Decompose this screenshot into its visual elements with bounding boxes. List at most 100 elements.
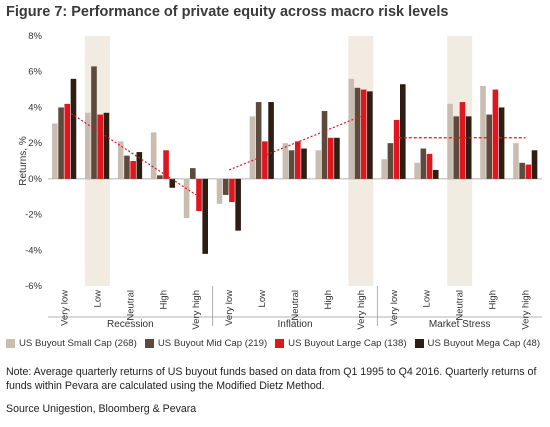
bar (519, 162, 525, 179)
bar (124, 155, 130, 179)
bar (432, 169, 439, 179)
bar (301, 148, 307, 179)
bar (367, 91, 373, 179)
bar (360, 89, 367, 179)
bar (400, 84, 406, 179)
bar (97, 114, 103, 179)
bar (486, 114, 492, 179)
y-tick-label: 4% (28, 102, 42, 113)
group-label: Inflation (277, 319, 312, 330)
bar (64, 103, 71, 179)
bar (459, 102, 466, 179)
bar (420, 148, 427, 179)
bar (136, 152, 143, 179)
bar (513, 143, 519, 179)
bar (52, 123, 58, 179)
bar (117, 141, 124, 179)
bar (315, 150, 322, 179)
bar (282, 143, 289, 179)
trend-line (64, 108, 197, 196)
bar (327, 137, 334, 179)
bar (288, 150, 295, 179)
category-label: Very high (191, 290, 202, 330)
bar (255, 102, 262, 179)
category-label: Neutral (455, 290, 466, 321)
bar (196, 178, 202, 211)
bar (150, 132, 157, 179)
bar (295, 141, 301, 179)
bar (393, 119, 400, 179)
legend-label: US Buyout Small Cap (268) (19, 338, 137, 349)
chart-source: Source Unigestion, Bloomberg & Pevara (6, 403, 197, 415)
legend-item: US Buyout Mega Cap (48) (414, 338, 541, 349)
bar (321, 111, 328, 179)
chart-title: Figure 7: Performance of private equity … (6, 4, 449, 20)
bar (235, 178, 241, 231)
legend: US Buyout Small Cap (268) US Buyout Mid C… (6, 338, 546, 349)
y-tick-label: -2% (25, 210, 42, 221)
bar (354, 87, 361, 179)
legend-label: US Buyout Mid Cap (219) (157, 338, 268, 349)
legend-label: US Buyout Large Cap (138) (288, 338, 407, 349)
category-label: Low (92, 290, 103, 308)
bar (103, 112, 110, 179)
bar (453, 116, 460, 179)
legend-swatch (144, 339, 154, 348)
bar (163, 150, 169, 179)
bar (387, 143, 394, 179)
category-label: High (158, 290, 169, 310)
bar (130, 161, 136, 179)
bar (525, 164, 532, 179)
legend-item: US Buyout Mid Cap (219) (144, 338, 268, 349)
category-label: Low (257, 290, 268, 308)
bar (249, 116, 256, 179)
category-label: Very low (59, 290, 70, 326)
bar (492, 89, 499, 179)
bar (348, 78, 355, 179)
bar (157, 175, 163, 179)
bar-chart: -6% -4% -2% 0% 2% 4% 6% 8% Returns, % Very low Low… (18, 31, 542, 330)
category-label: Very high (356, 290, 367, 330)
bar (498, 107, 505, 179)
bar (85, 112, 91, 179)
y-tick-label: 2% (28, 138, 42, 149)
bar (183, 178, 190, 219)
bar (202, 178, 208, 254)
bar (216, 178, 223, 204)
group-label: Market Stress (429, 319, 491, 330)
category-label: High (488, 290, 499, 310)
bar (465, 116, 472, 179)
bar (91, 66, 97, 179)
legend-item: US Buyout Small Cap (268) (6, 338, 137, 349)
legend-swatch (6, 339, 15, 348)
legend-label: US Buyout Mega Cap (48) (427, 338, 541, 349)
legend-item: US Buyout Large Cap (138) (275, 338, 407, 349)
bar (414, 162, 420, 179)
bar (229, 178, 235, 203)
bar (426, 153, 433, 179)
category-label: Low (422, 290, 433, 308)
y-tick-label: -4% (25, 245, 42, 256)
category-label: Very high (521, 290, 532, 330)
bar (70, 78, 77, 179)
category-label: Very low (389, 290, 400, 326)
bar (480, 86, 486, 179)
category-label: Neutral (125, 290, 136, 321)
bar (169, 178, 176, 188)
chart-note: Note: Average quarterly returns of US bu… (6, 366, 537, 392)
bar (262, 141, 268, 179)
bar (381, 159, 387, 179)
y-tick-label: 0% (28, 174, 42, 185)
y-tick-label: 8% (28, 31, 42, 42)
bar (222, 178, 229, 195)
legend-swatch (414, 339, 424, 348)
bar (58, 107, 64, 179)
category-label: High (323, 290, 334, 310)
category-label: Neutral (290, 290, 301, 321)
group-label: Recession (107, 319, 154, 330)
category-label: Very low (224, 290, 235, 326)
y-tick-label: -6% (25, 281, 42, 292)
bar (531, 150, 538, 179)
y-tick-label: 6% (28, 67, 42, 78)
bar (447, 103, 453, 179)
